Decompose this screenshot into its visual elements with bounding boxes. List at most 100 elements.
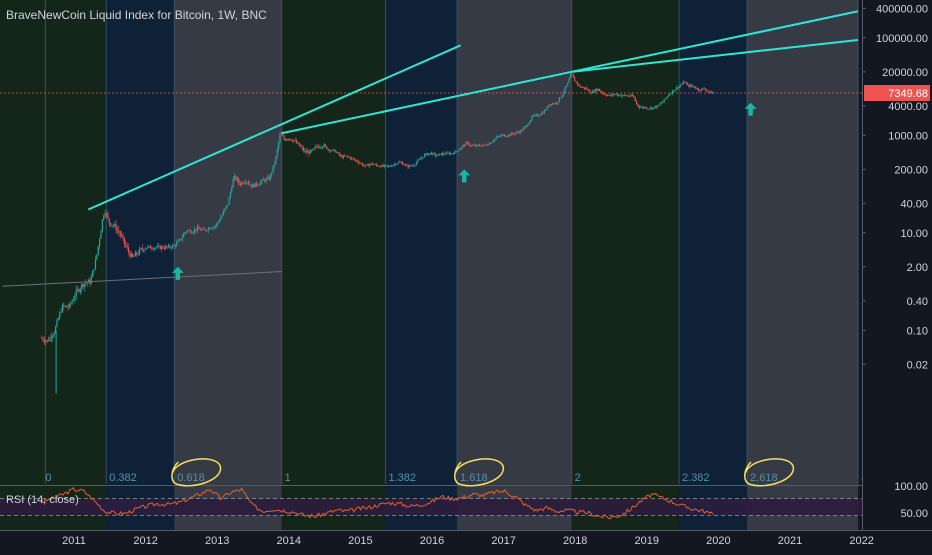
candle-419 — [618, 94, 620, 96]
candle-145 — [240, 182, 243, 185]
candle-47 — [105, 213, 108, 215]
candle-294 — [445, 152, 448, 155]
candle-197 — [312, 148, 314, 151]
candle-195 — [309, 150, 311, 154]
candle-268 — [410, 165, 412, 166]
candle-76 — [145, 248, 148, 249]
candle-162 — [264, 179, 266, 182]
candle-350 — [523, 127, 525, 131]
candle-107 — [188, 230, 190, 231]
candle-79 — [149, 245, 152, 249]
candle-18 — [65, 306, 68, 308]
candle-238 — [368, 164, 371, 167]
candle-308 — [465, 142, 467, 146]
x-tick-5: 2016 — [420, 535, 444, 547]
zone-pre — [0, 0, 46, 530]
candle-128 — [217, 222, 219, 224]
candle-129 — [218, 220, 221, 223]
candle-108 — [189, 230, 192, 233]
candle-100 — [178, 239, 181, 241]
candle-265 — [406, 164, 408, 166]
candle-407 — [601, 91, 603, 94]
zone-1 — [106, 0, 175, 530]
candle-368 — [547, 106, 550, 108]
candle-402 — [594, 89, 596, 93]
candle-189 — [301, 146, 303, 148]
candle-86 — [159, 245, 161, 250]
candle-307 — [463, 144, 466, 146]
candle-449 — [659, 103, 661, 106]
candle-284 — [432, 152, 434, 155]
fib-label-5: 1.618 — [460, 472, 488, 484]
candle-456 — [669, 94, 671, 96]
candle-321 — [483, 144, 485, 146]
candle-353 — [527, 124, 529, 126]
candle-116 — [200, 229, 203, 231]
y-tick-12: 0.10 — [907, 325, 928, 337]
candle-62 — [126, 245, 128, 248]
candle-156 — [255, 182, 258, 186]
candle-393 — [582, 87, 584, 89]
candle-52 — [112, 225, 114, 227]
candle-215 — [337, 152, 339, 153]
candle-137 — [229, 192, 232, 198]
candle-51 — [111, 225, 113, 227]
candle-316 — [476, 144, 478, 147]
candle-226 — [352, 158, 354, 159]
candle-22 — [71, 301, 73, 304]
candle-0 — [41, 337, 43, 339]
candle-333 — [499, 136, 501, 137]
candle-188 — [300, 145, 302, 147]
candle-71 — [138, 248, 141, 255]
candle-199 — [315, 146, 317, 148]
candle-436 — [641, 106, 643, 108]
fib-label-6: 2 — [575, 472, 581, 484]
candle-300 — [454, 151, 456, 154]
candle-442 — [649, 107, 651, 109]
candle-49 — [108, 218, 110, 223]
candle-421 — [620, 95, 623, 97]
candle-42 — [99, 238, 101, 246]
candle-155 — [254, 182, 256, 188]
candle-58 — [121, 234, 123, 236]
candle-159 — [260, 181, 262, 185]
rsi-panel — [41, 487, 714, 520]
zone-3 — [281, 0, 386, 530]
candle-250 — [385, 165, 387, 166]
candle-326 — [490, 143, 492, 144]
candle-394 — [583, 87, 585, 89]
candle-61 — [125, 243, 127, 246]
candle-14 — [60, 312, 62, 313]
candle-324 — [487, 144, 489, 146]
candle-247 — [381, 165, 383, 168]
candle-463 — [678, 85, 680, 89]
candle-388 — [575, 81, 577, 82]
candle-229 — [356, 160, 358, 162]
candle-403 — [596, 89, 598, 91]
candle-193 — [306, 151, 309, 153]
candle-216 — [338, 152, 340, 155]
candle-248 — [382, 165, 384, 167]
candle-483 — [706, 90, 708, 91]
candle-110 — [192, 232, 194, 233]
candle-470 — [688, 84, 690, 87]
x-tick-1: 2012 — [133, 535, 157, 547]
candle-327 — [491, 141, 493, 144]
candle-261 — [400, 162, 402, 163]
candle-378 — [561, 95, 563, 98]
candle-54 — [115, 224, 117, 231]
candle-289 — [439, 153, 441, 155]
candle-213 — [334, 149, 336, 153]
candle-428 — [630, 94, 632, 97]
candle-372 — [553, 103, 555, 105]
candle-187 — [298, 142, 300, 146]
candle-315 — [474, 145, 477, 147]
candle-179 — [287, 138, 289, 140]
candle-44 — [101, 219, 103, 231]
candle-477 — [697, 88, 700, 91]
gray-line — [2, 271, 282, 287]
candle-184 — [294, 140, 296, 142]
candle-266 — [407, 165, 409, 168]
candle-375 — [557, 101, 559, 104]
